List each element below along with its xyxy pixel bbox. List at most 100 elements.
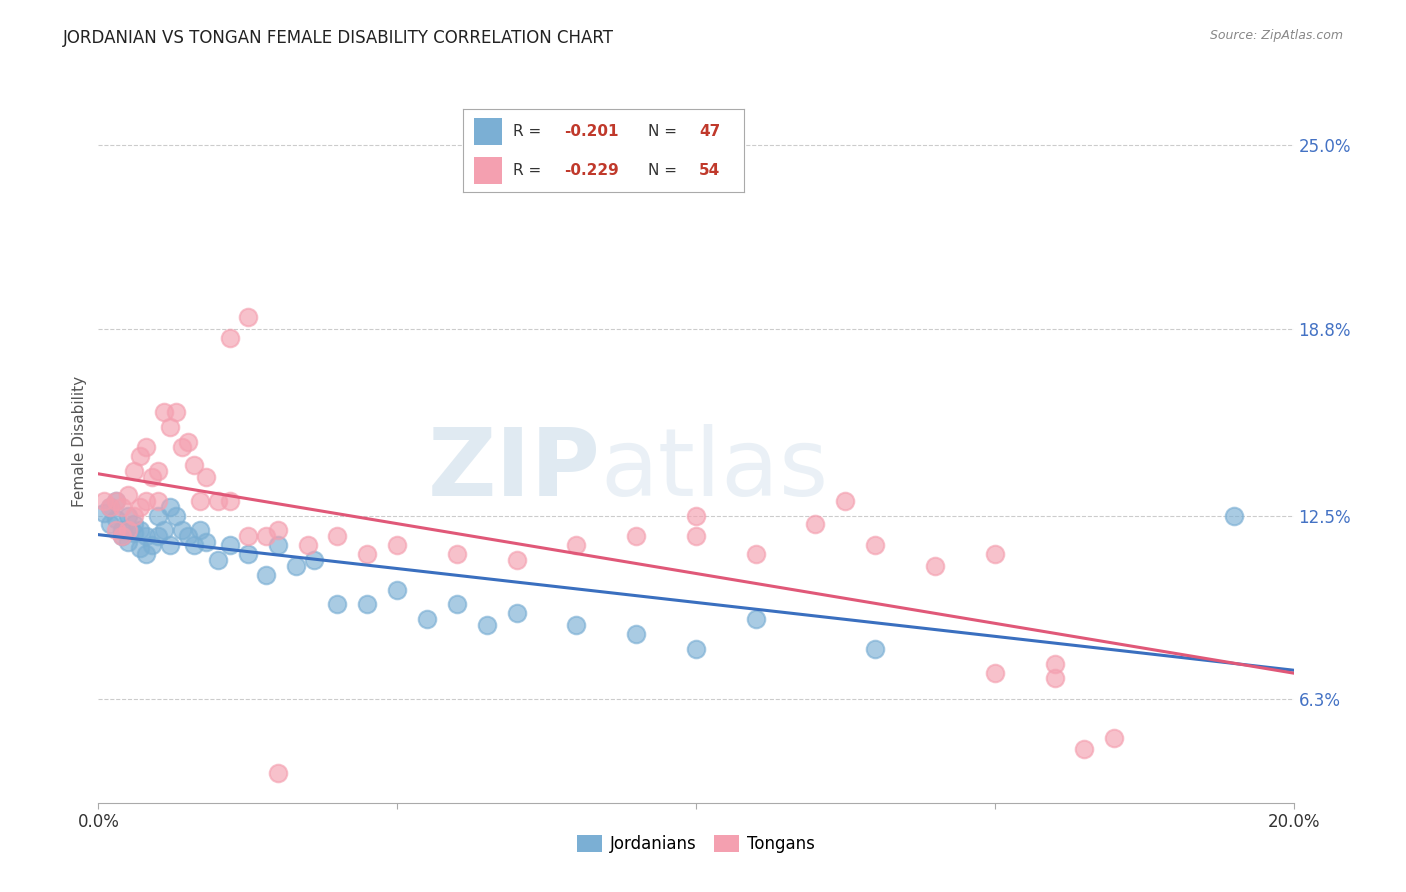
Point: [159, 419, 181, 434]
Point: [135, 441, 157, 455]
Point: [385, 582, 409, 597]
Point: [98, 500, 122, 514]
Point: [177, 529, 200, 543]
Point: [984, 665, 1007, 680]
Text: JORDANIAN VS TONGAN FEMALE DISABILITY CORRELATION CHART: JORDANIAN VS TONGAN FEMALE DISABILITY CO…: [63, 29, 614, 47]
Point: [804, 517, 827, 532]
Point: [626, 627, 648, 641]
Point: [117, 488, 139, 502]
Point: [1073, 742, 1095, 756]
Point: [475, 618, 498, 632]
Point: [356, 598, 378, 612]
Point: [124, 508, 146, 523]
Point: [1223, 508, 1246, 523]
Point: [626, 529, 648, 543]
Point: [1104, 731, 1126, 745]
Point: [267, 538, 290, 552]
Point: [188, 493, 211, 508]
Point: [254, 567, 277, 582]
Point: [267, 766, 290, 780]
Point: [297, 538, 319, 552]
Text: Source: ZipAtlas.com: Source: ZipAtlas.com: [1209, 29, 1343, 43]
Point: [141, 470, 163, 484]
Point: [177, 434, 200, 449]
Point: [153, 524, 176, 538]
Point: [172, 524, 194, 538]
Point: [124, 526, 146, 541]
Point: [129, 524, 152, 538]
Point: [506, 553, 529, 567]
Point: [326, 598, 349, 612]
Point: [446, 598, 468, 612]
Point: [745, 612, 768, 626]
Point: [148, 464, 170, 478]
Point: [685, 529, 707, 543]
Point: [117, 524, 139, 538]
Point: [183, 538, 205, 552]
Point: [236, 529, 259, 543]
Point: [326, 529, 349, 543]
Point: [195, 535, 218, 549]
Point: [834, 493, 856, 508]
Point: [111, 524, 134, 538]
Point: [98, 500, 122, 514]
Point: [148, 493, 170, 508]
Point: [165, 508, 187, 523]
Point: [111, 500, 134, 514]
Point: [284, 558, 307, 573]
Point: [159, 500, 181, 514]
Point: [565, 538, 588, 552]
Point: [98, 517, 122, 532]
Point: [416, 612, 439, 626]
Point: [236, 547, 259, 561]
Point: [446, 547, 468, 561]
Point: [124, 517, 146, 532]
Point: [565, 618, 588, 632]
Point: [385, 538, 409, 552]
Point: [172, 441, 194, 455]
Point: [111, 529, 134, 543]
Text: ZIP: ZIP: [427, 425, 600, 516]
Point: [865, 538, 887, 552]
Point: [129, 450, 152, 464]
Point: [984, 547, 1007, 561]
Point: [148, 508, 170, 523]
Point: [254, 529, 277, 543]
Point: [93, 493, 115, 508]
Point: [148, 529, 170, 543]
Point: [124, 464, 146, 478]
Legend: Jordanians, Tongans: Jordanians, Tongans: [571, 828, 821, 860]
Point: [105, 493, 128, 508]
Point: [105, 511, 128, 525]
Point: [236, 310, 259, 325]
Point: [207, 493, 229, 508]
Point: [129, 541, 152, 556]
Point: [188, 524, 211, 538]
Point: [117, 508, 139, 523]
Point: [135, 547, 157, 561]
Point: [865, 641, 887, 656]
Point: [1043, 657, 1066, 671]
Point: [183, 458, 205, 473]
Point: [129, 500, 152, 514]
Point: [111, 529, 134, 543]
Point: [924, 558, 946, 573]
Point: [219, 493, 242, 508]
Point: [685, 508, 707, 523]
Point: [117, 535, 139, 549]
Point: [105, 524, 128, 538]
Point: [159, 538, 181, 552]
Text: atlas: atlas: [600, 425, 828, 516]
Point: [302, 553, 325, 567]
Point: [506, 607, 529, 621]
Point: [153, 405, 176, 419]
Point: [135, 493, 157, 508]
Point: [745, 547, 768, 561]
Y-axis label: Female Disability: Female Disability: [72, 376, 87, 508]
Point: [195, 470, 218, 484]
Point: [219, 538, 242, 552]
Point: [135, 529, 157, 543]
Point: [219, 331, 242, 345]
Point: [207, 553, 229, 567]
Point: [165, 405, 187, 419]
